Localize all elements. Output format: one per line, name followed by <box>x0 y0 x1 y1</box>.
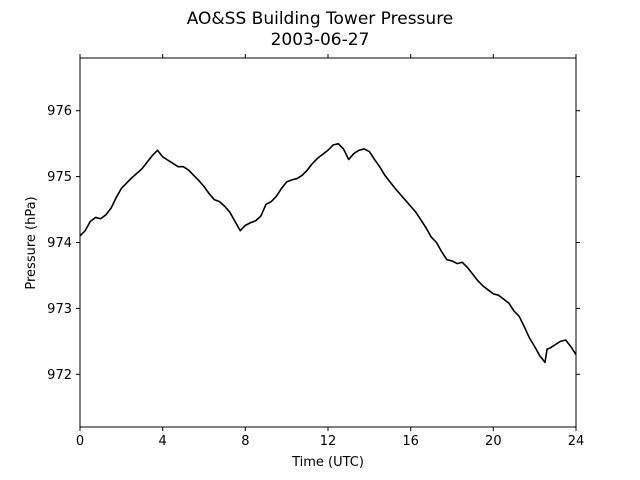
x-tick-label: 16 <box>402 434 419 449</box>
x-axis-ticks: 0 4 8 12 16 20 24 <box>76 54 584 449</box>
pressure-series-line <box>79 142 577 364</box>
y-tick-label: 973 <box>47 302 72 317</box>
y-axis-ticks: 972 973 974 975 976 <box>47 104 580 383</box>
x-tick-label: 20 <box>485 434 502 449</box>
x-axis-label: Time (UTC) <box>291 455 364 470</box>
x-tick-label: 12 <box>320 434 337 449</box>
chart-subtitle: 2003-06-27 <box>271 30 370 50</box>
x-tick-label: 0 <box>76 434 84 449</box>
x-tick-label: 24 <box>568 434 585 449</box>
y-tick-label: 974 <box>47 236 72 251</box>
y-tick-label: 976 <box>47 104 72 119</box>
chart-title: AO&SS Building Tower Pressure <box>187 9 454 29</box>
x-tick-label: 8 <box>241 434 249 449</box>
x-tick-label: 4 <box>159 434 167 449</box>
y-tick-label: 975 <box>47 170 72 185</box>
y-axis-label: Pressure (hPa) <box>24 196 39 289</box>
y-tick-label: 972 <box>47 368 72 383</box>
plot-frame <box>79 57 577 428</box>
